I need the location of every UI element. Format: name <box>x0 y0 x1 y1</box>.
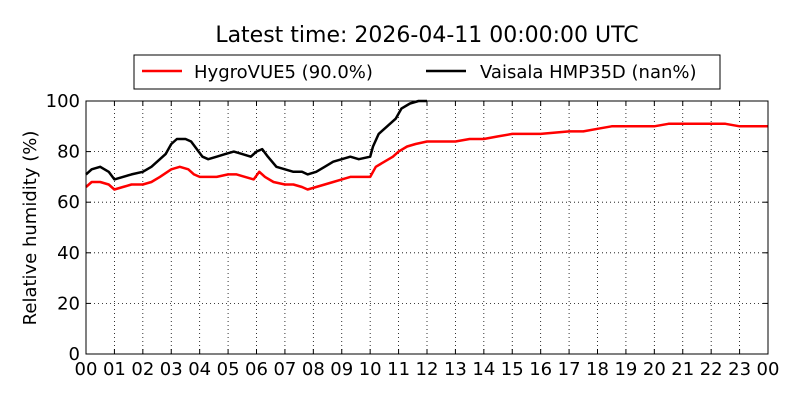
x-tick-label: 15 <box>501 359 524 380</box>
y-tick-label: 20 <box>57 293 80 314</box>
chart-title: Latest time: 2026-04-11 00:00:00 UTC <box>215 23 638 48</box>
x-tick-label: 23 <box>728 359 751 380</box>
x-tick-label: 18 <box>586 359 609 380</box>
x-tick-label: 19 <box>614 359 637 380</box>
y-tick-label: 0 <box>69 344 80 365</box>
x-tick-label: 06 <box>245 359 268 380</box>
y-tick-label: 40 <box>57 243 80 264</box>
x-tick-label: 20 <box>643 359 666 380</box>
x-tick-label: 07 <box>273 359 296 380</box>
x-tick-label: 08 <box>302 359 325 380</box>
x-tick-label: 14 <box>472 359 495 380</box>
x-tick-label: 04 <box>188 359 211 380</box>
legend-label-hygrovue5: HygroVUE5 (90.0%) <box>194 62 373 83</box>
x-tick-label: 22 <box>700 359 723 380</box>
x-tick-label: 05 <box>217 359 240 380</box>
legend-label-vaisala: Vaisala HMP35D (nan%) <box>480 62 697 83</box>
y-axis-label: Relative humidity (%) <box>20 131 41 326</box>
y-tick-label: 100 <box>46 91 80 112</box>
grid <box>86 101 768 354</box>
ticks: 00 01 02 03 04 05 06 07 08 09 10 11 12 13 14 15 16 17 18 19… <box>46 91 780 380</box>
x-tick-label: 00 <box>757 359 780 380</box>
x-tick-label: 09 <box>330 359 353 380</box>
series-line-hygrovue5 <box>85 122 768 191</box>
x-tick-label: 10 <box>359 359 382 380</box>
x-tick-label: 17 <box>558 359 581 380</box>
x-tick-label: 11 <box>387 359 410 380</box>
y-tick-label: 80 <box>57 142 80 163</box>
x-tick-label: 02 <box>131 359 154 380</box>
x-tick-label: 03 <box>160 359 183 380</box>
series-line-vaisala <box>85 99 427 181</box>
x-tick-label: 16 <box>529 359 552 380</box>
x-tick-label: 12 <box>416 359 439 380</box>
x-tick-label: 01 <box>103 359 126 380</box>
series-layer <box>85 99 768 191</box>
legend: HygroVUE5 (90.0%) Vaisala HMP35D (nan%) <box>133 54 721 90</box>
x-tick-label: 21 <box>671 359 694 380</box>
x-tick-label: 00 <box>75 359 98 380</box>
y-tick-label: 60 <box>57 192 80 213</box>
x-tick-label: 13 <box>444 359 467 380</box>
